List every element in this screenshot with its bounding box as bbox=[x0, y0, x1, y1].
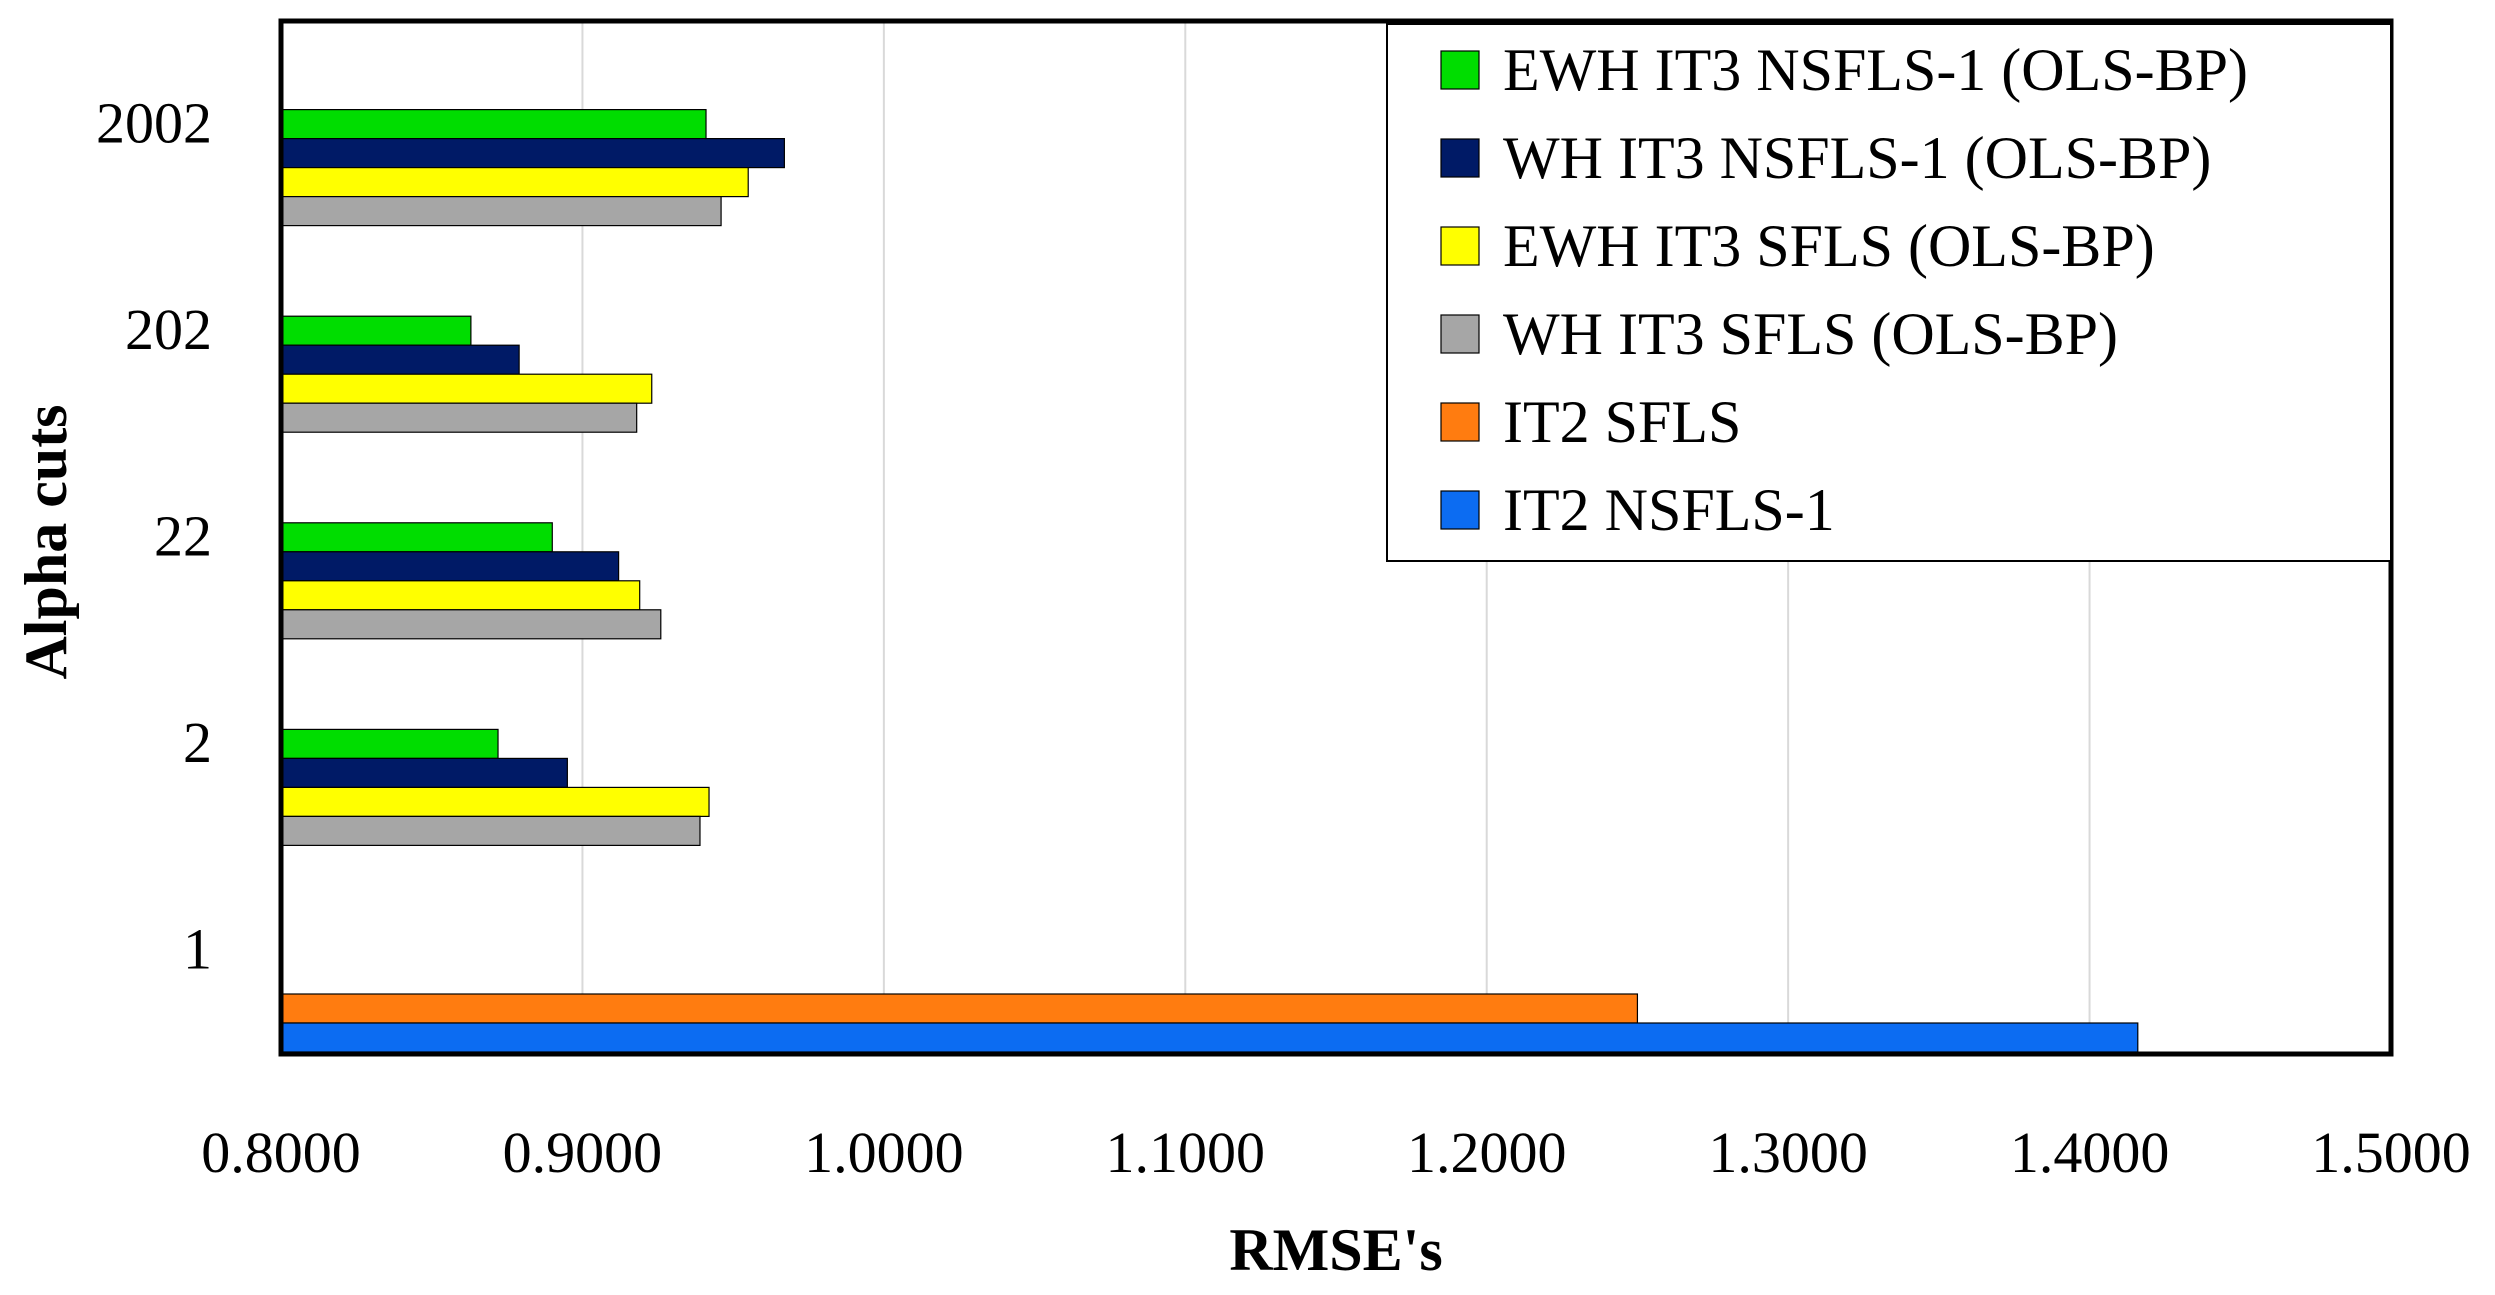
legend-label: EWH IT3 NSFLS-1 (OLS-BP) bbox=[1503, 37, 2248, 103]
legend-label: WH IT3 NSFLS-1 (OLS-BP) bbox=[1503, 125, 2211, 191]
x-tick-label: 0.8000 bbox=[201, 1120, 361, 1185]
legend: EWH IT3 NSFLS-1 (OLS-BP) WH IT3 NSFLS-1 (… bbox=[1386, 23, 2392, 562]
x-tick-label: 1.3000 bbox=[1708, 1120, 1868, 1185]
bar bbox=[280, 551, 620, 582]
x-tick-label: 0.9000 bbox=[503, 1120, 663, 1185]
x-tick-labels: 0.8000 0.9000 1.0000 1.1000 1.2000 1.3000 1.40… bbox=[201, 1120, 2471, 1185]
bar bbox=[280, 522, 553, 553]
legend-swatch bbox=[1440, 402, 1480, 442]
bar bbox=[280, 786, 710, 818]
x-tick-label: 1.0000 bbox=[804, 1120, 964, 1185]
y-tick-label: 2002 bbox=[96, 90, 212, 155]
x-tick-label: 1.2000 bbox=[1407, 1120, 1567, 1185]
bar bbox=[280, 138, 785, 169]
x-tick-label: 1.1000 bbox=[1106, 1120, 1266, 1185]
bar bbox=[280, 196, 722, 227]
x-axis-title: RMSE's bbox=[1229, 1217, 1442, 1283]
legend-label: IT2 SFLS bbox=[1503, 389, 1741, 455]
bar bbox=[280, 315, 472, 346]
x-tick-label: 1.4000 bbox=[2010, 1120, 2170, 1185]
y-tick-label: 202 bbox=[125, 297, 212, 362]
bar bbox=[280, 402, 638, 433]
legend-swatch bbox=[1440, 490, 1480, 530]
bar bbox=[280, 580, 641, 611]
bar bbox=[280, 344, 520, 375]
legend-label: IT2 NSFLS-1 bbox=[1503, 477, 1835, 543]
bar bbox=[280, 993, 1639, 1024]
y-tick-label: 22 bbox=[154, 504, 212, 569]
legend-swatch bbox=[1440, 138, 1480, 178]
y-axis-title: Alpha cuts bbox=[13, 404, 79, 679]
bar bbox=[280, 757, 568, 789]
legend-label: WH IT3 SFLS (OLS-BP) bbox=[1503, 301, 2118, 367]
legend-swatch bbox=[1440, 314, 1480, 354]
bar bbox=[280, 815, 701, 847]
bar bbox=[280, 609, 662, 640]
bar bbox=[280, 373, 653, 404]
y-tick-label: 1 bbox=[183, 917, 212, 982]
bar bbox=[280, 1022, 2139, 1053]
bars bbox=[280, 108, 2139, 1053]
legend-swatch bbox=[1440, 226, 1480, 266]
legend-swatch bbox=[1440, 50, 1480, 90]
y-tick-label: 2 bbox=[183, 710, 212, 775]
legend-box bbox=[1386, 23, 2392, 562]
x-tick-label: 1.5000 bbox=[2311, 1120, 2471, 1185]
bar bbox=[280, 108, 707, 140]
bar bbox=[280, 728, 499, 760]
bar bbox=[280, 167, 749, 198]
legend-label: EWH IT3 SFLS (OLS-BP) bbox=[1503, 213, 2155, 279]
